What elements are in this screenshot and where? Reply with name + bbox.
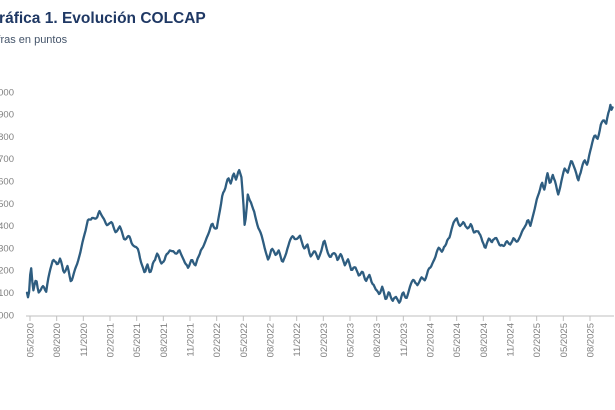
y-axis-tick-label: 1.700 xyxy=(0,154,14,165)
x-axis-tick-label: 11/2023 xyxy=(399,323,410,357)
y-axis-tick-label: 1.300 xyxy=(0,243,14,254)
x-axis-tick-label: 02/2024 xyxy=(426,323,437,357)
x-axis-tick-label: 02/2022 xyxy=(212,323,223,357)
chart-header: Gráfica 1. Evolución COLCAP Cifras en pu… xyxy=(0,10,206,47)
y-axis-tick-label: 1.100 xyxy=(0,288,14,299)
y-axis-tick-label: 1.800 xyxy=(0,132,14,143)
chart-title: Gráfica 1. Evolución COLCAP xyxy=(0,10,206,27)
x-axis-tick-label: 02/2025 xyxy=(532,323,543,357)
x-axis-tick-label: 02/2021 xyxy=(106,323,117,357)
y-axis-tick-label: 2.000 xyxy=(0,87,14,98)
x-axis-tick-label: 11/2021 xyxy=(186,323,197,357)
y-axis-tick-label: 1.500 xyxy=(0,199,14,210)
y-axis-tick-label: 1.400 xyxy=(0,221,14,232)
x-axis-tick-label: 08/2023 xyxy=(372,323,383,357)
x-axis-tick-label: 05/2025 xyxy=(559,323,570,357)
x-axis-tick-label: 02/2023 xyxy=(319,323,330,357)
y-axis-tick-label: 1.900 xyxy=(0,110,14,121)
x-axis-tick-label: 08/2021 xyxy=(159,323,170,357)
x-axis-tick-label: 08/2020 xyxy=(52,323,63,357)
x-axis-tick-label: 05/2024 xyxy=(452,323,463,357)
x-axis-tick-label: 08/2024 xyxy=(479,323,490,357)
x-axis-tick-label: 08/2022 xyxy=(266,323,277,357)
y-axis-tick-label: 1.200 xyxy=(0,266,14,277)
y-axis-tick-label: 1.000 xyxy=(0,310,14,321)
chart-subtitle: Cifras en puntos xyxy=(0,33,68,46)
x-axis-tick-label: 05/2020 xyxy=(26,323,37,357)
colcap-series-line xyxy=(25,103,614,304)
x-axis-tick-label: 08/2025 xyxy=(586,323,597,357)
x-axis-tick-label: 11/2020 xyxy=(79,323,90,357)
y-axis-tick-label: 1.600 xyxy=(0,177,14,188)
x-axis-tick-label: 05/2023 xyxy=(346,323,357,357)
x-axis-tick-label: 11/2024 xyxy=(506,323,517,357)
x-axis-tick-label: 05/2022 xyxy=(239,323,250,357)
x-axis-tick-label: 05/2021 xyxy=(132,323,143,357)
x-axis-tick-label: 11/2022 xyxy=(292,323,303,357)
